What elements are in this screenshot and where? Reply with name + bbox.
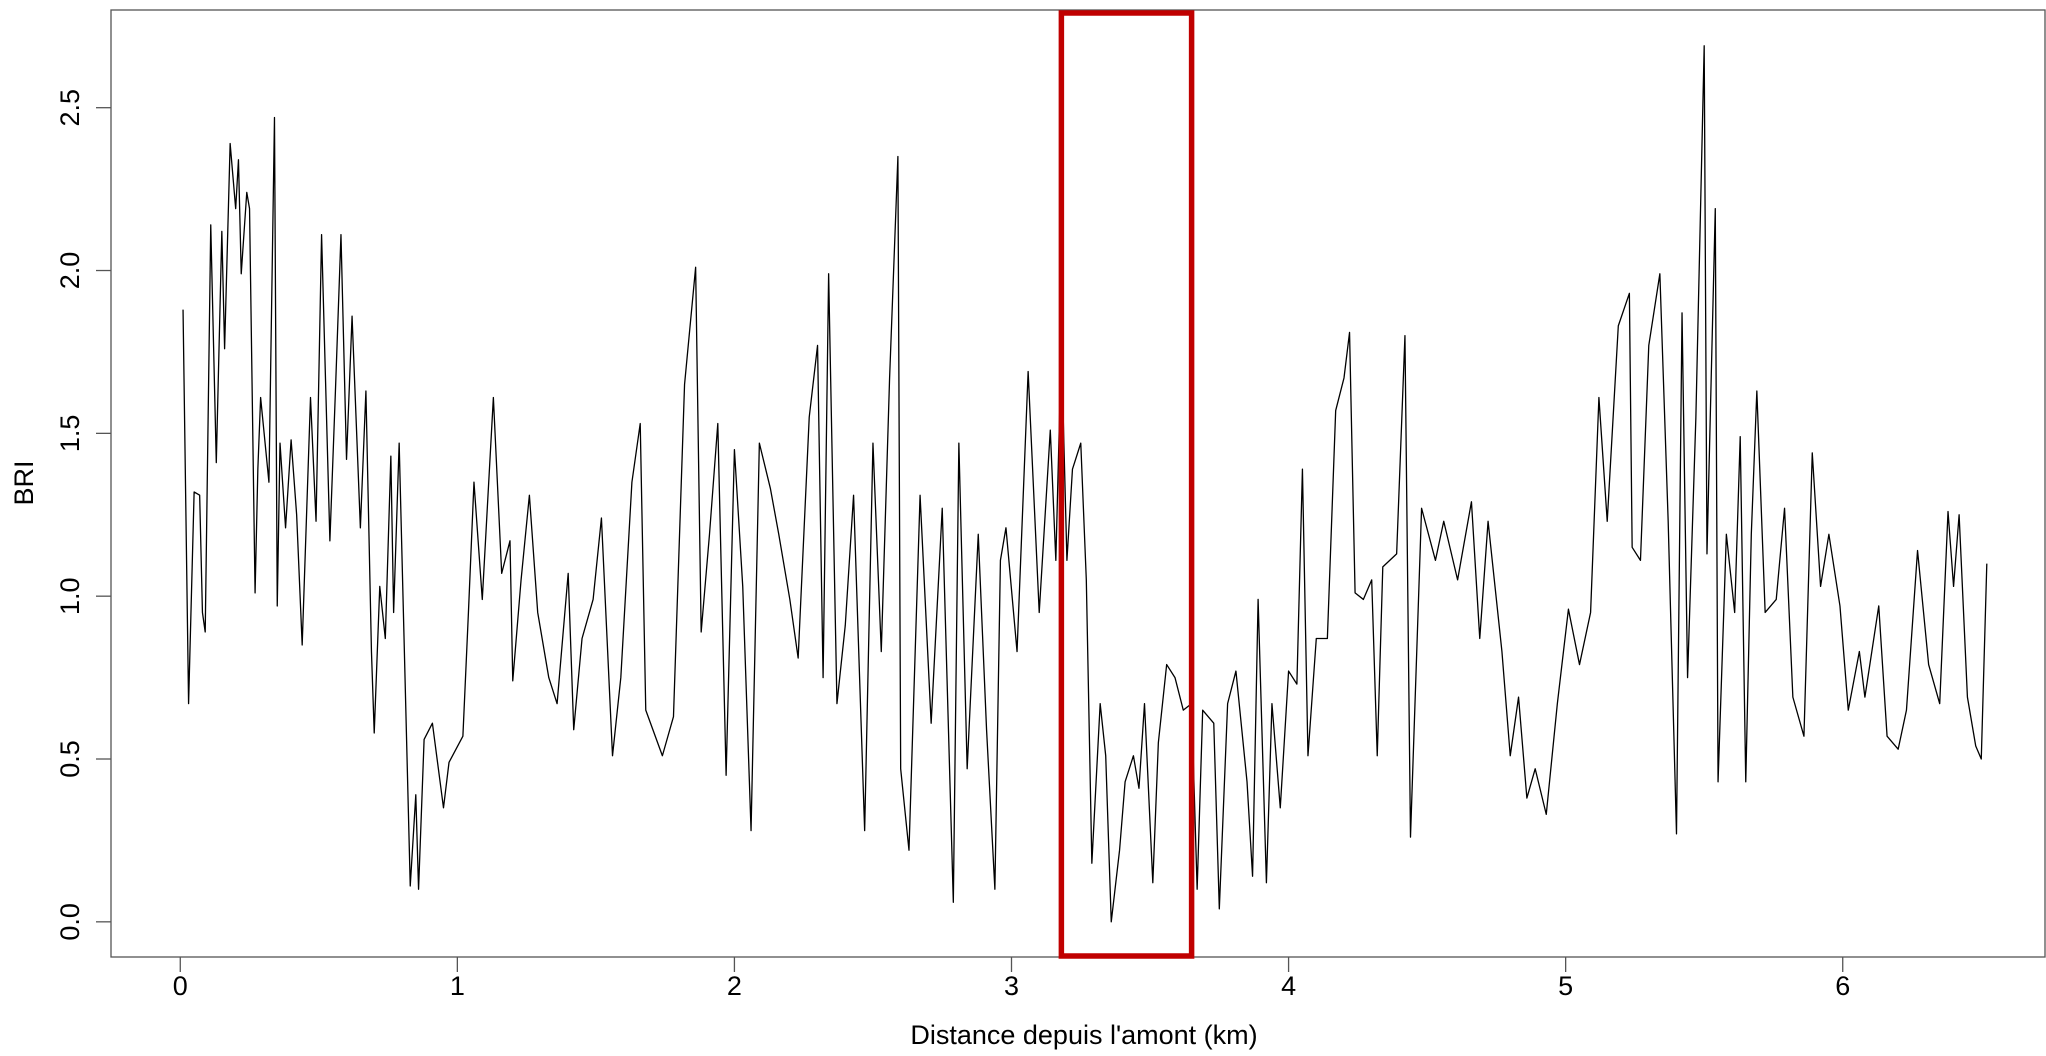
y-tick-label: 0.5 [55,740,85,778]
y-tick-label: 2.5 [55,89,85,127]
x-tick-label: 3 [1004,971,1019,1001]
plot-box [110,9,2046,958]
x-axis-label: Distance depuis l'amont (km) [910,1020,1257,1050]
y-tick-label: 1.5 [55,415,85,453]
y-axis-label: BRI [9,460,39,505]
x-tick-label: 4 [1281,971,1296,1001]
x-tick-label: 6 [1835,971,1850,1001]
y-tick-label: 2.0 [55,252,85,290]
x-tick-label: 0 [173,971,188,1001]
x-tick-label: 1 [450,971,465,1001]
y-tick-label: 1.0 [55,577,85,615]
y-tick-label: 0.0 [55,903,85,941]
highlight-box [1058,10,1195,959]
x-tick-label: 2 [727,971,742,1001]
data-line [182,45,1988,923]
x-tick-label: 5 [1558,971,1573,1001]
